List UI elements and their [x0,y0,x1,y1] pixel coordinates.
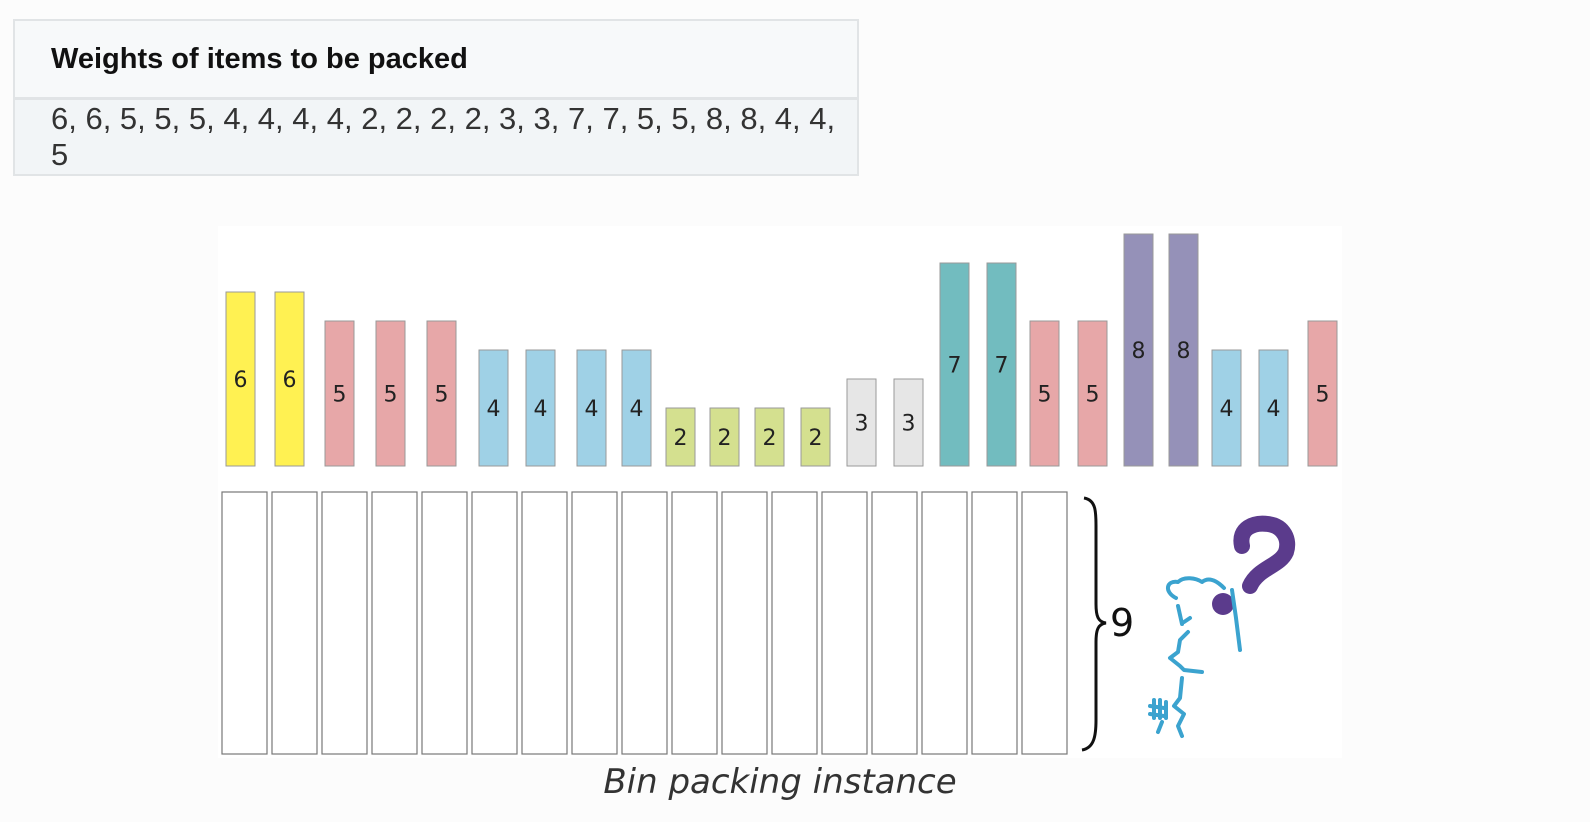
bins-group [221,491,1068,755]
bin [271,491,318,755]
item-weight-label: 2 [763,426,777,451]
item-bar [1168,233,1199,467]
question-mark-dot [1212,593,1234,615]
item-weight-label: 5 [1316,383,1330,408]
item-bar [846,378,877,467]
bin [821,491,868,755]
item-weight-label: 2 [674,426,688,451]
bin [721,491,768,755]
item-weight-label: 4 [1220,397,1234,422]
item-weight-label: 5 [435,383,449,408]
item-bar [665,407,696,467]
capacity-label: 9 [1110,601,1134,645]
item-bar [375,320,406,467]
item-weight-label: 4 [585,397,599,422]
item-bar [1077,320,1108,467]
item-weight-label: 6 [234,368,248,393]
bin [471,491,518,755]
bin [321,491,368,755]
item-bar [576,349,607,467]
item-weight-label: 5 [1038,383,1052,408]
item-bar [1211,349,1242,467]
figure-caption: Bin packing instance [603,762,957,802]
item-bar [621,349,652,467]
bin [571,491,618,755]
item-weight-label: 3 [902,412,916,437]
bin-packing-diagram: 6 6 5 5 5 4 4 4 4 2 2 2 2 3 3 7 7 5 5 8 8 4 4 5 9 [221,233,1338,755]
item-weight-label: 7 [995,354,1009,379]
item-bar [709,407,740,467]
bin [871,491,918,755]
item-bar [478,349,509,467]
item-weight-label: 5 [333,383,347,408]
bin [371,491,418,755]
item-bar [800,407,831,467]
item-weight-label: 4 [487,397,501,422]
item-bar [1123,233,1154,467]
item-bar [754,407,785,467]
bin [421,491,468,755]
item-weight-label: 5 [1086,383,1100,408]
weights-table-header: Weights of items to be packed [15,21,857,100]
weights-table: Weights of items to be packed 6, 6, 5, 5… [13,19,859,176]
bin [521,491,568,755]
thinking-person-icon [1148,515,1296,738]
bin [221,491,268,755]
bin [971,491,1018,755]
item-bar [324,320,355,467]
item-weight-label: 3 [855,412,869,437]
item-weight-label: 2 [809,426,823,451]
item-bar [893,378,924,467]
item-bar [986,262,1017,467]
item-bar [939,262,970,467]
item-weight-label: 2 [718,426,732,451]
item-weight-label: 4 [1267,397,1281,422]
weights-list: 6, 6, 5, 5, 5, 4, 4, 4, 4, 2, 2, 2, 2, 3… [15,100,857,174]
item-weight-label: 7 [948,354,962,379]
item-bar [426,320,457,467]
bin [621,491,668,755]
bin-packing-figure: 6 6 5 5 5 4 4 4 4 2 2 2 2 3 3 7 7 5 5 8 8 4 4 5 9 [218,226,1342,758]
item-weight-label: 5 [384,383,398,408]
bin [1021,491,1068,755]
item-bar [225,291,256,467]
item-weight-label: 4 [534,397,548,422]
item-weight-label: 6 [283,368,297,393]
item-bar [274,291,305,467]
bin [921,491,968,755]
bin [771,491,818,755]
question-mark-icon [1233,515,1296,594]
capacity-brace [1081,496,1107,752]
item-bar [1258,349,1289,467]
item-weight-label: 8 [1132,339,1146,364]
item-weight-label: 8 [1177,339,1191,364]
bin [671,491,718,755]
item-bar [1029,320,1060,467]
item-bar [525,349,556,467]
item-weight-label: 4 [630,397,644,422]
items-group: 6 6 5 5 5 4 4 4 4 2 2 2 2 3 3 7 7 5 5 8 8 4 4 5 [225,233,1338,467]
item-bar [1307,320,1338,467]
